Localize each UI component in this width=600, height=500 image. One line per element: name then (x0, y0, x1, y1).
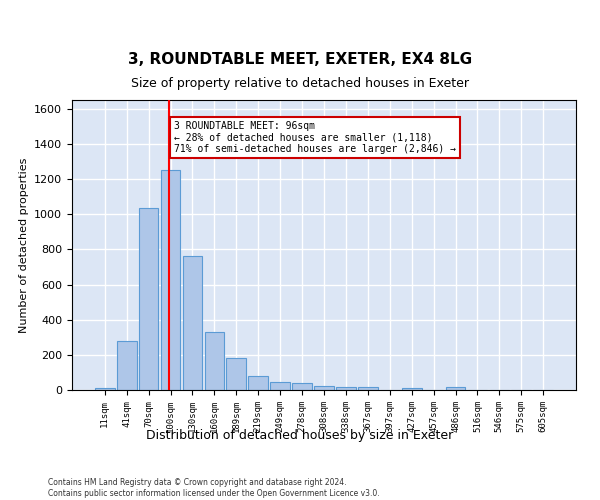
Bar (358, 388, 378, 390)
Bar (161, 170, 181, 390)
Bar (95, 388, 115, 390)
Bar (402, 388, 422, 390)
Text: Distribution of detached houses by size in Exeter: Distribution of detached houses by size … (146, 428, 454, 442)
Text: Size of property relative to detached houses in Exeter: Size of property relative to detached ho… (131, 78, 469, 90)
Bar (248, 376, 268, 390)
Bar (182, 256, 202, 390)
Y-axis label: Number of detached properties: Number of detached properties (19, 158, 29, 332)
Bar (226, 358, 246, 390)
Bar (292, 383, 312, 390)
Bar (205, 332, 224, 390)
Bar (117, 341, 137, 390)
Bar (139, 208, 158, 390)
Text: 3 ROUNDTABLE MEET: 96sqm
← 28% of detached houses are smaller (1,118)
71% of sem: 3 ROUNDTABLE MEET: 96sqm ← 28% of detach… (174, 121, 456, 154)
Text: Contains HM Land Registry data © Crown copyright and database right 2024.
Contai: Contains HM Land Registry data © Crown c… (48, 478, 380, 498)
Bar (446, 388, 466, 390)
Bar (270, 382, 290, 390)
Bar (336, 388, 356, 390)
Bar (314, 386, 334, 390)
Text: 3, ROUNDTABLE MEET, EXETER, EX4 8LG: 3, ROUNDTABLE MEET, EXETER, EX4 8LG (128, 52, 472, 68)
